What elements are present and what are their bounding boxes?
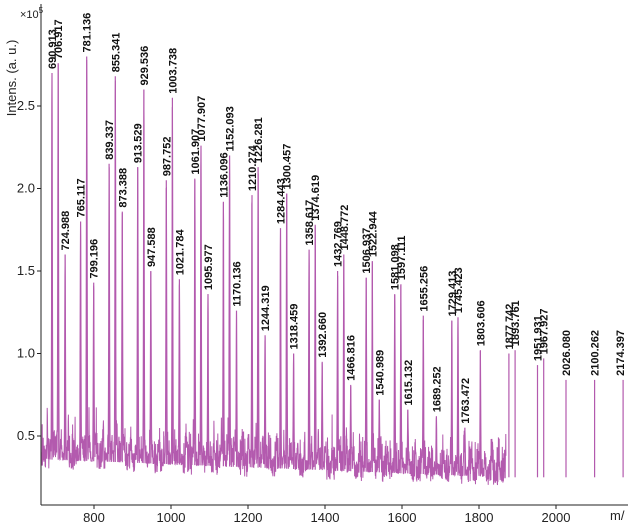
peak-label: 1136.096 bbox=[218, 152, 230, 197]
x-axis-title: m/ bbox=[610, 508, 625, 523]
peak-label: 765.117 bbox=[76, 178, 88, 217]
peak-label: 839.337 bbox=[104, 120, 116, 160]
peak-label: 1300.457 bbox=[282, 144, 294, 190]
peak-label: 1540.989 bbox=[374, 350, 386, 396]
x-tick-label: 1600 bbox=[388, 510, 417, 525]
peak-label: 987.752 bbox=[161, 137, 173, 177]
spectrum-layer bbox=[41, 57, 623, 486]
y-multiplier-exponent: 5 bbox=[39, 6, 44, 15]
peak-label: 1021.784 bbox=[174, 229, 186, 276]
x-tick-label: 1800 bbox=[465, 510, 494, 525]
peak-label: 1615.132 bbox=[403, 360, 415, 406]
peak-label: 2174.397 bbox=[615, 330, 627, 376]
peak-label: 1095.977 bbox=[203, 244, 215, 290]
y-tick-label: 1.5 bbox=[17, 263, 35, 278]
peak-label: 1226.281 bbox=[253, 117, 265, 163]
y-axis-title: Intens. (a. u.) bbox=[4, 40, 19, 117]
y-multiplier-base: ×10 bbox=[20, 9, 39, 21]
peak-label: 1374.619 bbox=[310, 175, 322, 221]
peak-label: 1448.772 bbox=[339, 205, 351, 251]
y-multiplier: ×105 bbox=[20, 6, 44, 21]
peak-label: 724.988 bbox=[60, 211, 72, 251]
peak-label: 1745.423 bbox=[453, 267, 465, 313]
peak-label: 2100.262 bbox=[590, 330, 602, 376]
peak-label: 1170.136 bbox=[232, 261, 244, 306]
peak-label: 1763.472 bbox=[460, 378, 472, 424]
peak-label: 799.196 bbox=[89, 239, 101, 279]
peak-label: 1152.093 bbox=[225, 106, 237, 151]
y-tick-label: 0.5 bbox=[17, 428, 35, 443]
peak-label: 947.588 bbox=[146, 227, 158, 267]
peak-label: 855.341 bbox=[110, 33, 122, 73]
peak-label: 1466.816 bbox=[346, 335, 358, 381]
peak-label: 1893.761 bbox=[510, 300, 522, 346]
peak-label: 1003.738 bbox=[167, 48, 179, 94]
peak-label: 1318.459 bbox=[289, 304, 301, 350]
peak-label: 913.529 bbox=[133, 123, 145, 163]
peak-label: 1803.606 bbox=[475, 300, 487, 346]
peak-label: 1522.944 bbox=[367, 210, 379, 257]
x-tick-label: 1000 bbox=[157, 510, 186, 525]
peak-label: 1077.907 bbox=[196, 96, 208, 142]
x-tick-label: 2000 bbox=[542, 510, 571, 525]
peak-label: 781.136 bbox=[82, 13, 94, 53]
peak-label: 1967.927 bbox=[539, 309, 551, 355]
peak-label: 1597.111 bbox=[396, 236, 408, 281]
y-tick-label: 1.0 bbox=[17, 346, 35, 361]
x-tick-label: 1200 bbox=[234, 510, 263, 525]
y-tick-label: 2.5 bbox=[17, 98, 35, 113]
peak-label: 1244.319 bbox=[260, 285, 272, 331]
peak-label: 1655.256 bbox=[418, 266, 430, 312]
x-tick-label: 800 bbox=[83, 510, 105, 525]
peak-label: 2026.080 bbox=[561, 330, 573, 376]
peak-label: 1392.660 bbox=[317, 312, 329, 358]
peak-label: 1689.252 bbox=[431, 366, 443, 412]
peak-label: 706.917 bbox=[53, 19, 65, 59]
peak-label: 929.536 bbox=[139, 46, 151, 86]
x-tick-label: 1400 bbox=[311, 510, 340, 525]
peak-label: 873.388 bbox=[117, 168, 129, 208]
y-tick-label: 2.0 bbox=[17, 181, 35, 196]
